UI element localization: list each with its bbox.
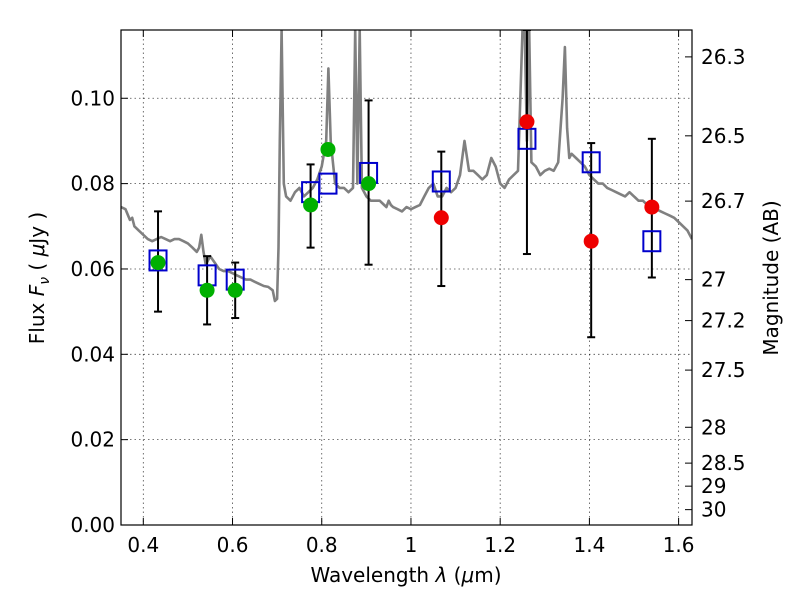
red-data-point: [519, 114, 535, 130]
y-tick-label: 0.02: [70, 428, 115, 452]
y-tick-label: 0.10: [70, 86, 115, 110]
red-data-point: [644, 199, 660, 215]
green-data-point: [199, 282, 215, 298]
green-data-point: [227, 282, 243, 298]
y2-tick-label: 26.5: [701, 124, 746, 148]
y-tick-label: 0.00: [70, 513, 115, 537]
y2-tick-label: 27: [701, 268, 726, 292]
x-tick-label: 0.8: [306, 533, 338, 557]
y2-tick-label: 28: [701, 415, 726, 439]
y-tick-label: 0.06: [70, 257, 115, 281]
x-tick-label: 1.4: [573, 533, 605, 557]
green-data-point: [320, 141, 336, 157]
green-data-point: [150, 255, 166, 271]
y2-tick-label: 29: [701, 474, 726, 498]
model-square-marker: [431, 170, 451, 193]
y2-tick-label: 27.2: [701, 309, 746, 333]
red-data-point: [433, 210, 449, 226]
y2-tick-label: 28.5: [701, 451, 746, 475]
red-data-point: [583, 233, 599, 249]
model-square-marker: [581, 151, 601, 174]
axis-ticks: [121, 30, 692, 526]
x-tick-label: 1.6: [663, 533, 695, 557]
x-tick-label: 0.4: [127, 533, 159, 557]
y-axis-label: Flux Fν ( μJy ): [25, 212, 53, 344]
template-spectrum-line: [121, 30, 692, 303]
model-square-marker: [318, 172, 338, 195]
plot-area: [121, 30, 692, 339]
y2-tick-label: 26.3: [701, 45, 746, 69]
observed-points: [150, 114, 660, 298]
y2-axis-label: Magnitude (AB): [759, 200, 783, 355]
x-tick-label: 1: [405, 533, 418, 557]
green-data-point: [303, 197, 319, 213]
x-tick-label: 1.2: [484, 533, 516, 557]
y-tick-label: 0.08: [70, 172, 115, 196]
model-square-marker: [148, 249, 168, 272]
tick-labels: 0.4 0.6 0.8 1 1.2 1.4 1.6 0.00 0.02 0.04 0.06 0.08 0…: [70, 45, 745, 557]
y2-tick-label: 26.7: [701, 189, 746, 213]
plot-frame: [120, 29, 693, 526]
x-axis-label: Wavelength λ (μm): [310, 563, 501, 587]
x-tick-label: 0.6: [217, 533, 249, 557]
model-square-marker: [642, 230, 662, 253]
y-tick-label: 0.04: [70, 342, 115, 366]
y2-tick-label: 30: [701, 498, 726, 522]
green-data-point: [361, 176, 377, 192]
y2-tick-label: 27.5: [701, 358, 746, 382]
